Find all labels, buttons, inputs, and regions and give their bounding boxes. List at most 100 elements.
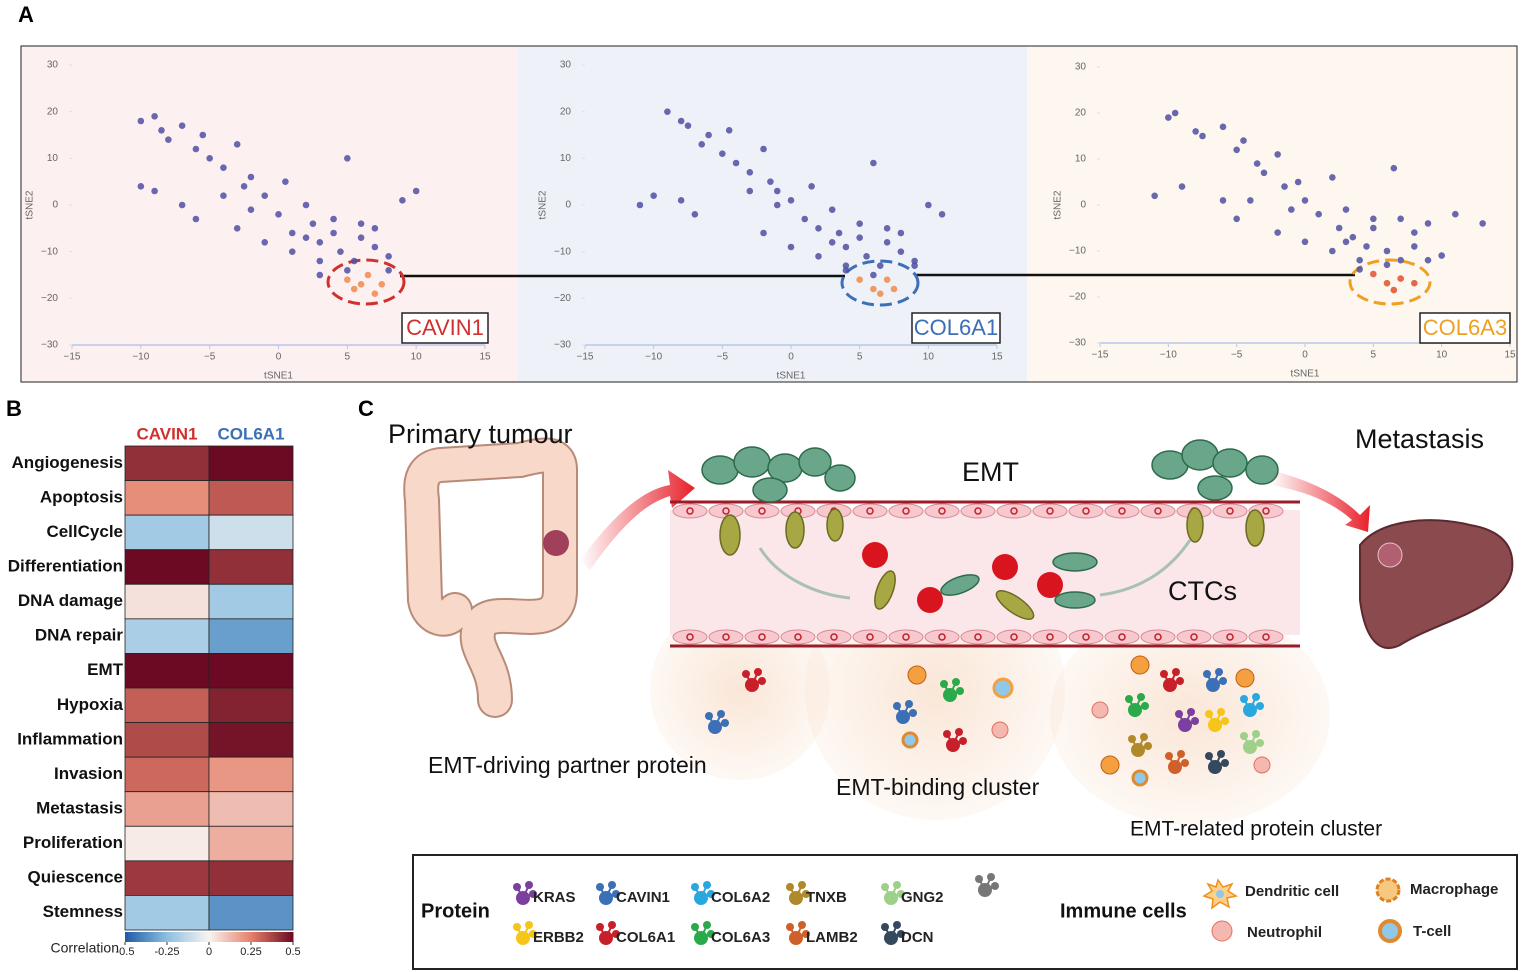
colorbar-step [231, 932, 235, 942]
point [787, 197, 795, 204]
point [371, 243, 379, 251]
heat-cell [124, 514, 210, 551]
gene-label: CAVIN1 [406, 315, 484, 340]
x-tick-label: 10 [923, 352, 935, 363]
wall-nucleus [1226, 507, 1234, 515]
point [725, 127, 733, 134]
wall-cell [1212, 503, 1248, 519]
colorbar-step [237, 932, 241, 942]
colorbar-step [155, 932, 160, 942]
x-tick-label: 0 [276, 352, 282, 363]
tumour [543, 530, 569, 556]
point [316, 271, 324, 279]
panel-label: B [6, 396, 22, 421]
point [378, 281, 386, 288]
point [206, 155, 213, 162]
point [1349, 233, 1357, 241]
gene-box [1419, 312, 1511, 344]
wall-cell [744, 629, 780, 645]
x-tick-label: −10 [132, 352, 149, 363]
diagram-label: EMT-related protein cluster [1130, 818, 1382, 841]
y-tick-label: 30 [560, 60, 572, 71]
wall-nucleus [1082, 507, 1090, 515]
point [760, 145, 767, 153]
point [247, 206, 255, 213]
y-tick-label: −30 [554, 340, 571, 351]
colorbar-step [220, 932, 224, 942]
colorbar-step [181, 932, 185, 942]
colorbar-step [209, 932, 213, 942]
wall-nucleus [1118, 507, 1126, 515]
row-label: Invasion [54, 764, 123, 783]
point [664, 108, 671, 115]
point [1397, 275, 1404, 282]
point [302, 234, 310, 241]
colon [405, 439, 576, 716]
colorbar-step [262, 932, 266, 942]
y-tick-label: 0 [565, 200, 571, 211]
colorbar-step [169, 932, 174, 942]
wall-cell [1248, 629, 1284, 645]
vessel [670, 510, 1300, 635]
point [650, 192, 657, 199]
heat-cell [208, 825, 294, 862]
panel-label: A [18, 2, 34, 27]
point [911, 262, 918, 269]
point [1342, 206, 1350, 213]
colorbar-step [130, 932, 134, 942]
point [1370, 224, 1377, 232]
point [1397, 215, 1404, 223]
wall-nucleus [1046, 633, 1054, 641]
point [151, 113, 158, 120]
gene-label: COL6A1 [914, 315, 998, 340]
colorbar-step [203, 932, 207, 942]
colorbar-tick-label: 0.5 [285, 946, 300, 958]
y-tick-label: 20 [1075, 108, 1087, 119]
wall-nucleus [1118, 633, 1126, 641]
point [876, 290, 884, 297]
point [288, 248, 296, 255]
colorbar-step [223, 932, 227, 942]
row-label: Stemness [43, 902, 123, 921]
wall-cell [852, 503, 888, 519]
y-tick-label: 30 [47, 60, 59, 71]
point [192, 145, 200, 153]
colorbar-step [125, 932, 129, 942]
y-tick-label: −20 [41, 293, 58, 304]
heat-cell [124, 687, 210, 723]
diagram-label: Metastasis [1355, 424, 1484, 454]
point [746, 169, 754, 176]
heat-cell [124, 722, 210, 758]
panel-label: C [358, 396, 374, 421]
point [1178, 183, 1186, 190]
y-tick-label: −20 [554, 293, 571, 304]
row-label: CellCycle [46, 522, 123, 541]
point [1165, 114, 1172, 121]
colorbar-step [167, 932, 171, 942]
wall-nucleus [902, 633, 910, 641]
point [1335, 224, 1343, 232]
row-label: Metastasis [36, 798, 123, 817]
point [842, 262, 850, 269]
wall-nucleus [1082, 633, 1090, 641]
row-label: Hypoxia [57, 695, 124, 714]
y-tick-label: 20 [560, 106, 572, 117]
colorbar-tick-label: -0.25 [154, 946, 179, 958]
colorbar-step [136, 932, 140, 942]
point [350, 285, 358, 293]
point [828, 239, 836, 246]
x-tick-label: −15 [1092, 350, 1109, 361]
wall-cell [852, 629, 888, 645]
point [835, 229, 843, 237]
point [732, 159, 740, 167]
y-tick-label: 10 [560, 153, 572, 164]
point [316, 239, 324, 246]
row-label: Apoptosis [40, 487, 123, 506]
diagram-label: CTCs [1168, 576, 1237, 606]
heat-cell [124, 549, 210, 585]
wall-nucleus [974, 633, 982, 641]
point [178, 122, 186, 129]
colorbar-step [144, 932, 148, 942]
x-tick-label: −5 [1231, 350, 1243, 361]
